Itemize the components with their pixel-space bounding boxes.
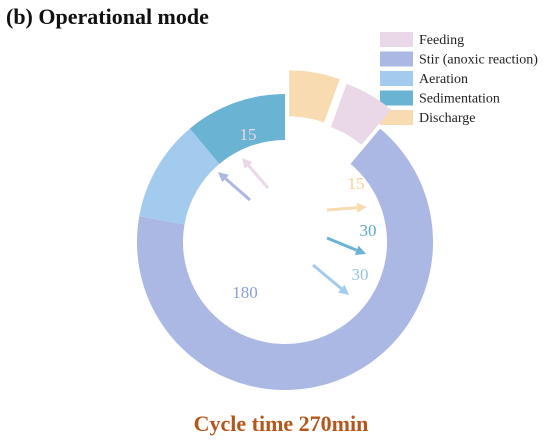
value-label-0: 15 — [240, 125, 257, 144]
slice-discharge — [289, 70, 340, 123]
legend-swatch-4 — [380, 110, 413, 125]
donut-slices — [137, 70, 433, 390]
callout-arrows — [218, 158, 367, 295]
arrow-shaft-0 — [247, 164, 270, 189]
legend: Feeding Stir (anoxic reaction) Aeration Sed… — [380, 32, 538, 126]
value-label-3: 30 — [360, 221, 377, 240]
legend-label-0: Feeding — [419, 33, 464, 48]
legend-label-3: Sedimentation — [419, 92, 500, 107]
value-label-1: 180 — [232, 283, 258, 302]
legend-swatch-2 — [380, 71, 413, 86]
slice-feeding — [330, 83, 392, 145]
value-label-2: 30 — [352, 265, 369, 284]
arrow-head-3 — [354, 245, 366, 255]
arrow-head-2 — [338, 284, 349, 295]
legend-label-2: Aeration — [419, 72, 468, 87]
legend-swatch-3 — [380, 90, 413, 106]
arrow-shaft-4 — [326, 206, 358, 212]
slice-aeration — [139, 128, 220, 225]
legend-label-1: Stir (anoxic reaction) — [419, 53, 538, 68]
legend-label-4: Discharge — [419, 111, 476, 126]
arrow-head-1 — [218, 172, 229, 183]
arrow-shaft-3 — [326, 236, 358, 252]
value-label-4: 15 — [348, 174, 365, 193]
chart-title: (b) Operational mode — [6, 4, 209, 29]
legend-swatch-0 — [380, 32, 413, 47]
slice-labels: 15 180 30 30 15 — [232, 125, 376, 302]
slice-sedimentation — [189, 94, 285, 164]
legend-swatch-1 — [380, 51, 413, 67]
arrow-head-0 — [242, 158, 253, 169]
cycle-time-footer: Cycle time 270min — [194, 411, 369, 436]
arrow-head-4 — [356, 202, 367, 213]
arrow-shaft-2 — [312, 263, 343, 290]
slice-stir-anoxic-reaction — [137, 128, 433, 390]
arrow-shaft-1 — [224, 177, 251, 202]
